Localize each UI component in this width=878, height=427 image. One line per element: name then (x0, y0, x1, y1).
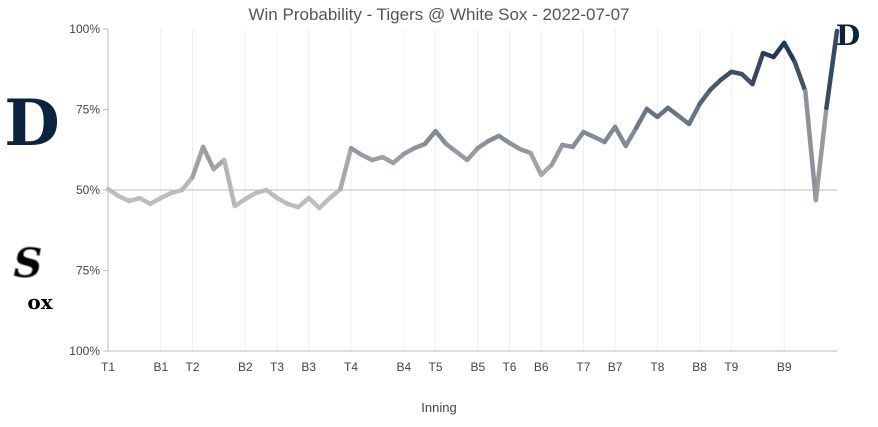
win-prob-segment (433, 128, 449, 147)
win-prob-segment (190, 144, 206, 180)
y-tick-label: 100% (69, 344, 100, 358)
y-tick-label: 50% (76, 183, 100, 197)
x-tick-label: T7 (576, 360, 590, 374)
x-tick-label: B9 (777, 360, 792, 374)
svg-text:D: D (4, 86, 60, 161)
win-prob-segment (338, 145, 354, 192)
x-tick-label: T9 (724, 360, 738, 374)
win-prob-segment (295, 195, 311, 210)
win-prob-segment (792, 59, 808, 94)
end-tigers-logo: D (836, 19, 860, 52)
x-tick-label: B6 (534, 360, 549, 374)
x-tick-label: B8 (692, 360, 707, 374)
x-axis-label: Inning (421, 400, 457, 415)
win-prob-segment (570, 129, 586, 150)
win-prob-segment (686, 101, 702, 127)
tigers-logo: D (4, 86, 60, 161)
x-tick-label: T2 (186, 360, 200, 374)
win-prob-segment (813, 105, 829, 203)
win-prob-segment (750, 50, 766, 87)
win-prob-segment (200, 144, 216, 172)
win-prob-segment (391, 151, 407, 166)
x-tick-label: T8 (650, 360, 664, 374)
win-prob-segment (538, 162, 554, 178)
x-tick-label: T4 (344, 360, 358, 374)
x-tick-label: B3 (301, 360, 316, 374)
win-prob-segment (771, 40, 787, 60)
win-prob-segment (464, 145, 481, 163)
x-tick-label: T3 (270, 360, 284, 374)
x-tick-label: T5 (429, 360, 443, 374)
win-prob-segment (327, 186, 343, 201)
x-tick-label: B1 (153, 360, 168, 374)
win-prob-segment (549, 142, 565, 168)
win-prob-segment (602, 124, 618, 145)
y-tick-label: 75% (76, 103, 100, 117)
win-prob-segment (221, 157, 238, 209)
x-tick-label: B4 (396, 360, 411, 374)
win-prob-segment (634, 106, 650, 131)
win-prob-segment (528, 150, 544, 178)
white-sox-logo: S ox (13, 240, 54, 315)
x-tick-label: T6 (502, 360, 516, 374)
x-tick-label: B2 (238, 360, 253, 374)
svg-text:ox: ox (27, 290, 53, 314)
win-prob-segment (781, 40, 797, 65)
svg-text:S: S (14, 240, 43, 287)
win-prob-segment (707, 77, 724, 93)
y-tick-label: 100% (69, 22, 100, 36)
win-prob-segment (179, 174, 195, 193)
win-prob-segment (612, 124, 628, 149)
x-tick-label: B5 (470, 360, 485, 374)
win-prob-segment (623, 125, 639, 149)
win-prob-segment (306, 195, 322, 211)
win-prob-segment (317, 195, 333, 211)
win-prob-segment (655, 105, 671, 120)
chart-title: Win Probability - Tigers @ White Sox - 2… (248, 5, 630, 24)
win-prob-segment (824, 28, 840, 111)
svg-text:D: D (836, 19, 860, 52)
win-prob-segment (422, 128, 438, 147)
x-tick-label: T1 (101, 360, 115, 374)
win-prob-segment (697, 87, 713, 107)
x-tick-label: B7 (608, 360, 623, 374)
y-tick-label: 75% (76, 264, 100, 278)
win-prob-segment (803, 88, 819, 203)
